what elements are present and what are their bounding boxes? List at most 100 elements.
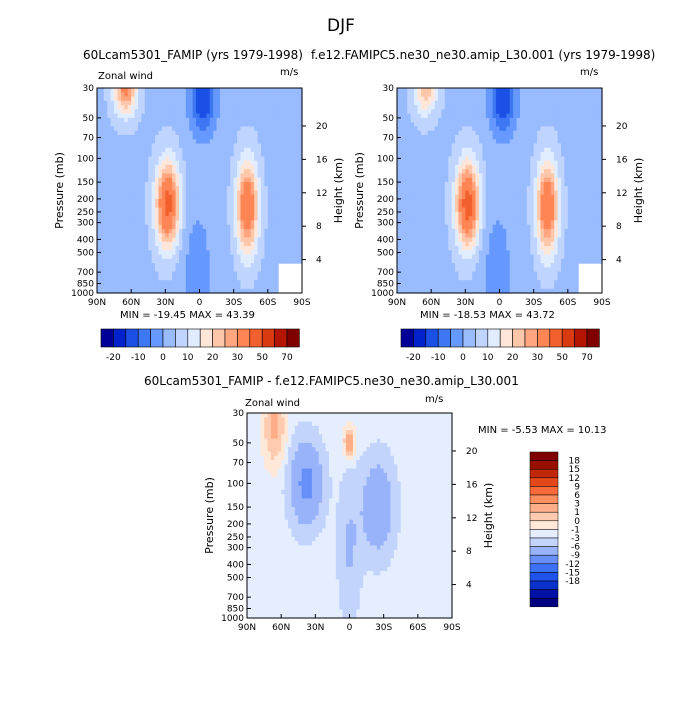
heatmap-cell [120,169,125,175]
heatmap-cell [502,152,507,157]
heatmap-cell [424,246,429,251]
heatmap-cell [400,96,405,102]
heatmap-cell [261,152,266,157]
heatmap-cell [414,169,419,175]
heatmap-cell [526,237,531,243]
heatmap-cell [502,139,507,145]
heatmap-cell [161,280,166,286]
heatmap-cell [431,105,436,110]
x-tick-label: 90S [293,298,310,308]
heatmap-cell [434,233,439,239]
heatmap-cell [458,233,463,239]
heatmap-cell [540,100,545,106]
heatmap-cell [523,109,528,115]
heatmap-cell [513,177,518,183]
heatmap-cell [465,233,470,239]
heatmap-cell [216,271,221,277]
heatmap-cell [161,105,166,110]
heatmap-cell [513,100,518,106]
heatmap-cell [199,250,204,256]
heatmap-cell [261,250,266,256]
heatmap-cell [103,207,108,213]
heatmap-cell [298,173,303,179]
heatmap-cell [461,224,466,230]
heatmap-cell [281,109,286,115]
heatmap-cell [97,194,102,200]
heatmap-cell [114,216,119,221]
heatmap-cell [537,113,542,119]
heatmap-cell [441,143,446,149]
heatmap-cell [223,250,228,256]
heatmap-cell [209,224,214,230]
heatmap-cell [434,147,439,153]
heatmap-cell [124,173,129,179]
heatmap-cell [161,100,166,106]
heatmap-cell [438,134,443,140]
heatmap-cell [117,113,122,119]
heatmap-cell [264,211,269,217]
heatmap-cell [533,267,538,273]
heatmap-cell [192,173,197,179]
heatmap-cell [175,96,180,102]
heatmap-cell [427,186,432,192]
heatmap-cell [97,109,102,115]
heatmap-cell [278,177,283,183]
heatmap-cell [431,246,436,251]
heatmap-cell [427,109,432,115]
heatmap-cell [458,203,463,209]
heatmap-cell [179,173,184,179]
heatmap-cell [134,139,139,145]
heatmap-cell [185,250,190,256]
heatmap-cell [103,199,108,204]
heatmap-cell [513,280,518,286]
heatmap-cell [458,156,463,162]
heatmap-cell [520,263,525,268]
heatmap-cell [206,280,211,286]
heatmap-cell [117,220,122,226]
heatmap-cell [120,199,125,204]
heatmap-cell [114,237,119,243]
heatmap-cell [441,173,446,179]
heatmap-cell [254,130,259,136]
heatmap-cell [155,207,160,213]
heatmap-cell [523,164,528,170]
heatmap-cell [213,267,218,273]
heatmap-cell [172,199,177,204]
heatmap-cell [189,92,194,98]
heatmap-cell [185,88,190,93]
heatmap-cell [247,130,252,136]
heatmap-cell [400,271,405,277]
heatmap-cell [516,143,521,149]
heatmap-cell [502,169,507,175]
heatmap-cell [144,199,149,204]
heatmap-cell [489,92,494,98]
heatmap-cell [479,267,484,273]
heatmap-cell [417,237,422,243]
heatmap-cell [288,181,293,187]
heatmap-cell [131,147,136,153]
heatmap-cell [196,160,201,166]
heatmap-cell [124,284,129,290]
heatmap-cell [155,130,160,136]
heatmap-cell [472,211,477,217]
heatmap-cell [243,233,248,239]
heatmap-cell [138,267,143,273]
heatmap-cell [213,96,218,102]
heatmap-cell [540,203,545,209]
heatmap-cell [523,147,528,153]
heatmap-cell [168,241,173,247]
heatmap-cell [158,275,163,281]
heatmap-cell [257,203,262,209]
heatmap-cell [298,105,303,110]
heatmap-cell [485,280,490,286]
heatmap-cell [407,113,412,119]
heatmap-cell [185,190,190,196]
heatmap-cell [461,263,466,268]
heatmap-cell [533,147,538,153]
heatmap-cell [278,233,283,239]
heatmap-cell [144,173,149,179]
heatmap-cell [131,177,136,183]
heatmap-cell [161,228,166,234]
heatmap-cell [281,211,286,217]
heatmap-cell [420,284,425,290]
